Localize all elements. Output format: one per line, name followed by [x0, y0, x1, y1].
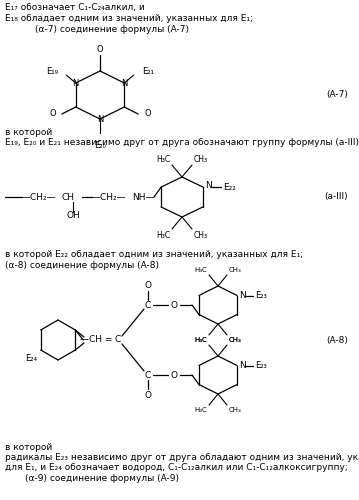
- Text: радикалы E₂₃ независимо друг от друга обладают одним из значений, указанных: радикалы E₂₃ независимо друг от друга об…: [5, 453, 359, 462]
- Text: в которой E₂₂ обладает одним из значений, указанных для E₁;: в которой E₂₂ обладает одним из значений…: [5, 250, 303, 259]
- Text: H₃C: H₃C: [156, 230, 170, 239]
- Text: O: O: [171, 300, 177, 310]
- Text: E₂₀: E₂₀: [94, 141, 106, 150]
- Text: N: N: [121, 78, 127, 88]
- Text: E₂₂: E₂₂: [223, 182, 236, 192]
- Text: E₁₈ обладает одним из значений, указанных для E₁;: E₁₈ обладает одним из значений, указанны…: [5, 14, 253, 23]
- Text: для E₁, и E₂₄ обозначает водород, C₁-C₁₂алкил или C₁-C₁₂алкоксигруппу;: для E₁, и E₂₄ обозначает водород, C₁-C₁₂…: [5, 463, 348, 472]
- Text: (α-9) соединение формулы (A-9): (α-9) соединение формулы (A-9): [25, 474, 179, 483]
- Text: E₁₉: E₁₉: [46, 68, 58, 76]
- Text: O: O: [171, 370, 177, 380]
- Text: O: O: [145, 390, 151, 400]
- Text: —CH₂—: —CH₂—: [22, 192, 57, 202]
- Text: H₃C: H₃C: [194, 337, 207, 343]
- Text: N: N: [239, 291, 246, 300]
- Text: H₃C: H₃C: [194, 267, 207, 273]
- Text: E₂₁: E₂₁: [142, 68, 154, 76]
- Text: OH: OH: [66, 210, 80, 220]
- Text: CH₃: CH₃: [229, 337, 242, 343]
- Text: H₃C: H₃C: [156, 154, 170, 164]
- Text: N: N: [239, 361, 246, 370]
- Text: CH: CH: [62, 192, 75, 202]
- Text: —CH =: —CH =: [80, 336, 112, 344]
- Text: CH₃: CH₃: [194, 154, 208, 164]
- Text: E₁₉, E₂₀ и E₂₁ независимо друг от друга обозначают группу формулы (a-III): E₁₉, E₂₀ и E₂₁ независимо друг от друга …: [5, 138, 359, 147]
- Text: C: C: [115, 336, 121, 344]
- Text: H₃C: H₃C: [194, 337, 207, 343]
- Text: (α-8) соединение формулы (A-8): (α-8) соединение формулы (A-8): [5, 261, 159, 270]
- Text: O: O: [97, 44, 103, 54]
- Text: E₂₃: E₂₃: [255, 291, 267, 300]
- Text: (α-7) соединение формулы (A-7): (α-7) соединение формулы (A-7): [35, 25, 189, 34]
- Text: O: O: [145, 280, 151, 289]
- Text: CH₃: CH₃: [229, 337, 242, 343]
- Text: —CH₂—: —CH₂—: [92, 192, 127, 202]
- Text: N: N: [73, 78, 79, 88]
- Text: E₂₄: E₂₄: [25, 354, 37, 363]
- Text: (A-8): (A-8): [326, 336, 348, 344]
- Text: CH₃: CH₃: [194, 230, 208, 239]
- Text: NH—: NH—: [132, 192, 154, 202]
- Text: O: O: [144, 110, 151, 118]
- Text: (A-7): (A-7): [326, 90, 348, 100]
- Text: E₁₇ обозначает C₁-C₂₄алкил, и: E₁₇ обозначает C₁-C₂₄алкил, и: [5, 3, 145, 12]
- Text: CH₃: CH₃: [229, 407, 242, 413]
- Text: N: N: [97, 114, 103, 124]
- Text: H₃C: H₃C: [194, 407, 207, 413]
- Text: в которой: в которой: [5, 128, 52, 137]
- Text: E₂₃: E₂₃: [255, 361, 267, 370]
- Text: в которой: в которой: [5, 443, 52, 452]
- Text: CH₃: CH₃: [229, 267, 242, 273]
- Text: C: C: [145, 300, 151, 310]
- Text: O: O: [49, 110, 56, 118]
- Text: C: C: [145, 370, 151, 380]
- Text: N: N: [205, 182, 211, 190]
- Text: (a-III): (a-III): [325, 192, 348, 202]
